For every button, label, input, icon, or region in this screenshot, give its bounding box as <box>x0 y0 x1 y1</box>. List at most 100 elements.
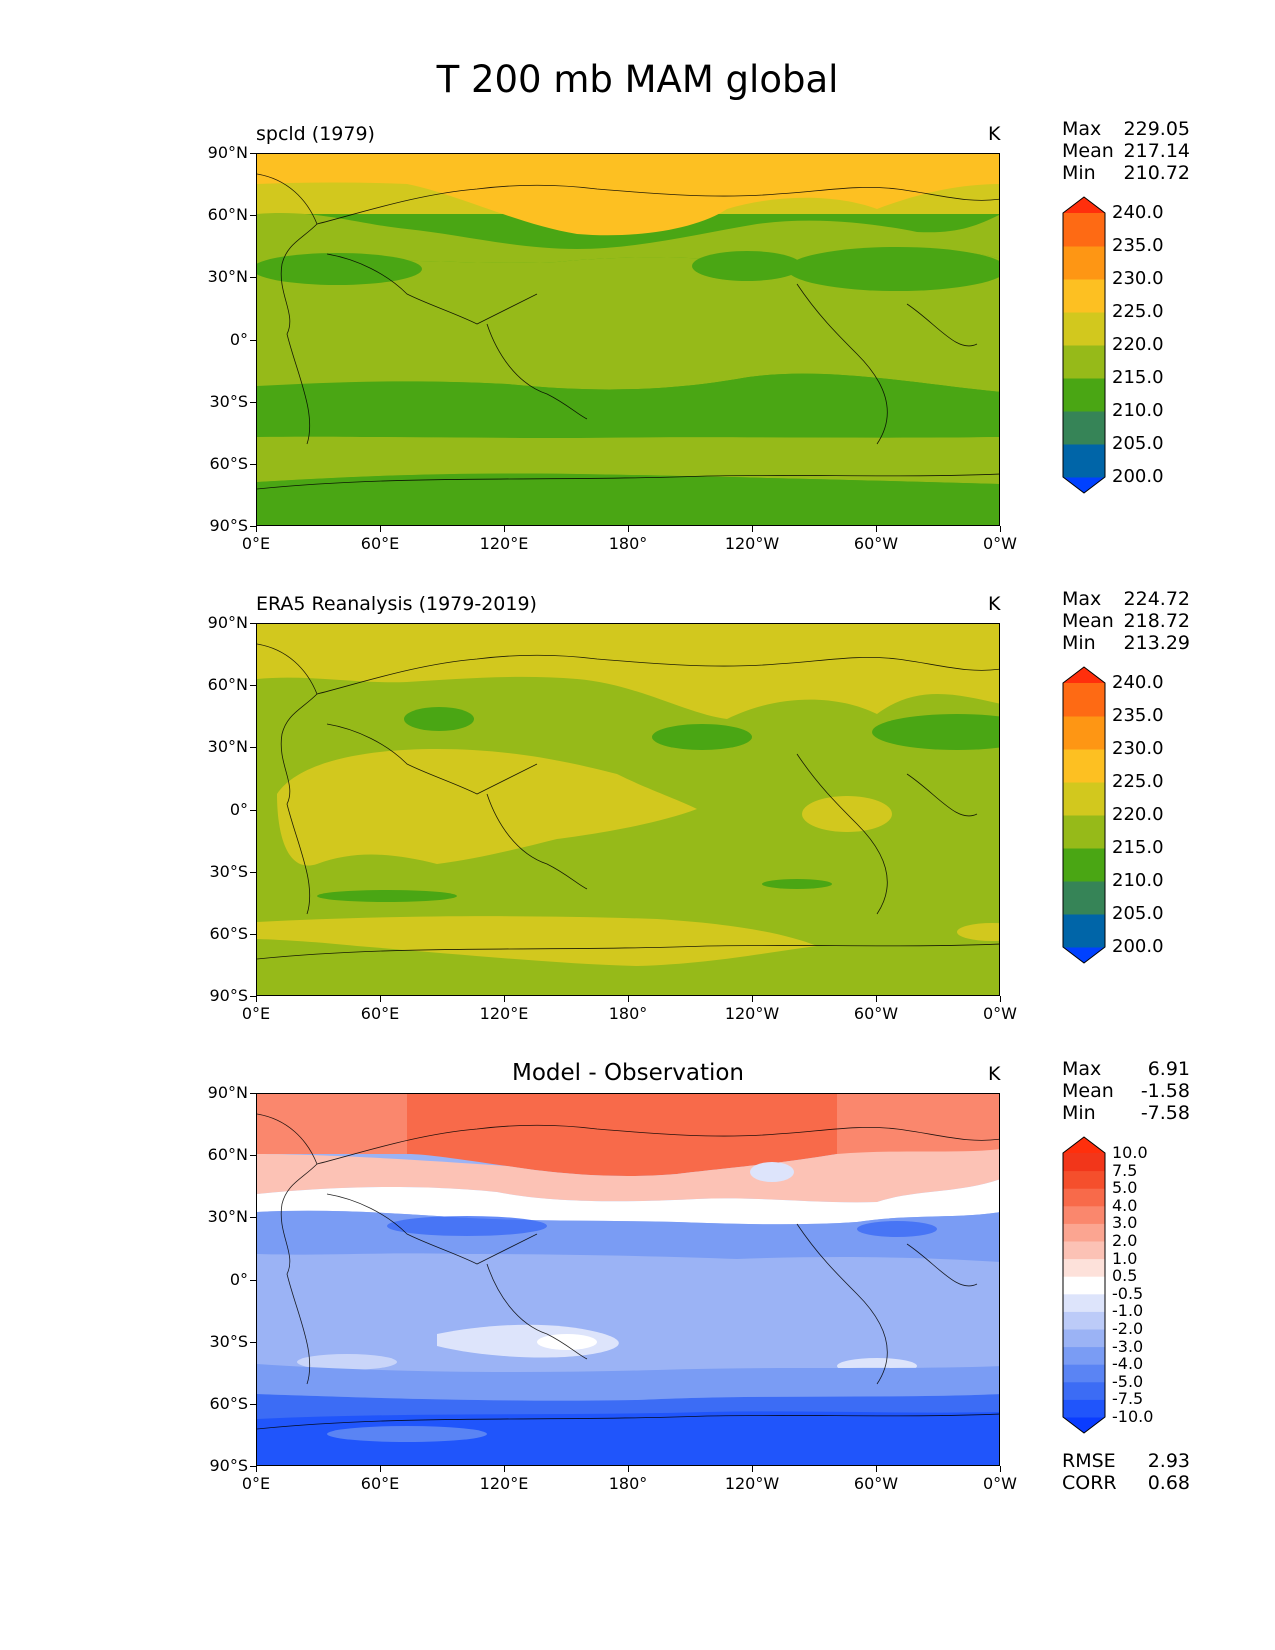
lon-tick-label: 180° <box>608 1474 648 1493</box>
lon-tick-mark <box>504 526 505 532</box>
colorbar-level-label: 215.0 <box>1112 367 1164 388</box>
lat-tick-label: 30°S <box>209 391 248 411</box>
lon-tick-label: 60°W <box>853 1474 899 1493</box>
lat-tick-label: 60°N <box>207 675 248 695</box>
lon-tick-mark <box>752 526 753 532</box>
colorbar-swatch <box>1063 246 1105 280</box>
lon-tick-mark <box>256 526 257 532</box>
colorbar-level-label: 210.0 <box>1112 870 1164 891</box>
lat-tick-mark <box>250 526 256 527</box>
lat-tick-label: 60°S <box>209 453 248 473</box>
lat-tick-label: 90°S <box>209 1456 248 1475</box>
stats-row: Max 6.91 <box>1062 1058 1190 1080</box>
lon-tick-mark <box>752 1466 753 1472</box>
lat-tick-label: 0° <box>229 799 248 819</box>
lat-tick-label: 0° <box>229 329 248 349</box>
lat-tick-label: 0° <box>229 1269 248 1289</box>
lon-tick-label: 180° <box>608 1004 648 1023</box>
lat-tick-label: 90°N <box>207 143 248 162</box>
stats-label: Min <box>1062 632 1096 654</box>
lat-tick-mark <box>250 153 256 154</box>
lat-tick-label: 30°N <box>207 737 248 757</box>
lat-tick-mark <box>250 871 256 873</box>
colorbar-level-label: 230.0 <box>1112 738 1164 759</box>
lat-tick-mark <box>250 339 256 341</box>
lon-tick-label: 120°W <box>724 534 780 553</box>
lon-tick-mark <box>1000 1466 1001 1472</box>
colorbar-swatch <box>1063 378 1105 412</box>
lon-tick-label: 0°W <box>983 1474 1017 1493</box>
lat-tick-mark <box>250 1403 256 1405</box>
lat-tick-label: 60°S <box>209 923 248 943</box>
colorbar-swatch <box>1063 914 1105 948</box>
lat-tick-mark <box>250 1155 256 1157</box>
colorbar-level-label: 3.0 <box>1112 1213 1138 1233</box>
colorbar-swatch <box>1063 1381 1105 1400</box>
colorbar-level-label: 235.0 <box>1112 705 1164 726</box>
lon-tick-mark <box>256 1466 257 1472</box>
stats-box: Max 224.72 Mean 218.72 Min 213.29 <box>1062 588 1190 654</box>
colorbar-swatch <box>1063 749 1105 783</box>
lon-tick-mark <box>628 526 629 532</box>
lat-tick-mark <box>250 1466 256 1467</box>
colorbar-extend-low <box>1063 1417 1105 1433</box>
lat-tick-mark <box>250 996 256 997</box>
colorbar-level-label: 200.0 <box>1112 936 1164 957</box>
colorbar-level-label: -0.5 <box>1112 1283 1144 1303</box>
colorbar-swatch <box>1063 1364 1105 1383</box>
colorbar-level-label: 5.0 <box>1112 1178 1138 1198</box>
stats-value: 217.14 <box>1123 140 1190 162</box>
colorbar-level-label: 0.5 <box>1112 1266 1138 1286</box>
stats-row: Min 213.29 <box>1062 632 1190 654</box>
panel-1-map <box>256 153 1000 526</box>
panel-3-title: Model - Observation <box>511 1060 745 1086</box>
lon-tick-label: 60°E <box>360 1474 400 1493</box>
colorbar-level-label: 2.0 <box>1112 1231 1138 1250</box>
colorbar-swatch <box>1063 1241 1105 1260</box>
colorbar-swatch <box>1063 1258 1105 1277</box>
lon-tick-mark <box>876 996 877 1002</box>
metrics-row: CORR 0.68 <box>1062 1472 1190 1494</box>
stats-row: Mean -1.58 <box>1062 1080 1190 1102</box>
lon-tick-mark <box>380 996 381 1002</box>
lon-tick-mark <box>380 526 381 532</box>
colorbar-extend-high <box>1063 667 1105 683</box>
colorbar-swatch <box>1063 1205 1105 1224</box>
stats-value: 213.29 <box>1123 632 1190 654</box>
lat-tick-mark <box>250 685 256 687</box>
stats-value: 224.72 <box>1123 588 1190 610</box>
lat-tick-mark <box>250 401 256 403</box>
stats-value: 218.72 <box>1123 610 1190 632</box>
lat-tick-label: 30°N <box>207 267 248 287</box>
colorbar-swatch <box>1063 279 1105 313</box>
panel-2-units: K <box>988 593 1001 615</box>
lat-tick-label: 90°N <box>207 613 248 632</box>
lat-tick-label: 30°S <box>209 1331 248 1351</box>
colorbar-level-label: 230.0 <box>1112 268 1164 289</box>
stats-value: 6.91 <box>1147 1058 1190 1080</box>
colorbar-swatch <box>1063 815 1105 849</box>
metrics-row: RMSE 2.93 <box>1062 1450 1190 1472</box>
colorbar-level-label: 215.0 <box>1112 837 1164 858</box>
lon-tick-mark <box>1000 996 1001 1002</box>
figure-title: T 200 mb MAM global <box>436 58 839 101</box>
colorbar-extend-low <box>1063 947 1105 963</box>
lon-tick-mark <box>380 1466 381 1472</box>
colorbar-level-label: -7.5 <box>1112 1389 1144 1409</box>
colorbar-level-label: -5.0 <box>1112 1371 1144 1391</box>
lon-tick-label: 120°W <box>724 1474 780 1493</box>
stats-label: Max <box>1062 1058 1102 1080</box>
colorbar-level-label: 205.0 <box>1112 433 1164 454</box>
lon-tick-mark <box>628 996 629 1002</box>
colorbar-level-label: -10.0 <box>1112 1407 1154 1426</box>
lon-tick-mark <box>504 1466 505 1472</box>
lat-tick-mark <box>250 1341 256 1343</box>
stats-box: Max 229.05 Mean 217.14 Min 210.72 <box>1062 118 1190 184</box>
lon-tick-label: 0°W <box>983 534 1017 553</box>
colorbar-level-label: -1.0 <box>1112 1301 1144 1321</box>
panel-3-units: K <box>988 1063 1001 1085</box>
lon-tick-label: 120°W <box>724 1004 780 1023</box>
stats-row: Mean 217.14 <box>1062 140 1190 162</box>
colorbar-extend-low <box>1063 477 1105 493</box>
colorbar-swatch <box>1063 1153 1105 1172</box>
